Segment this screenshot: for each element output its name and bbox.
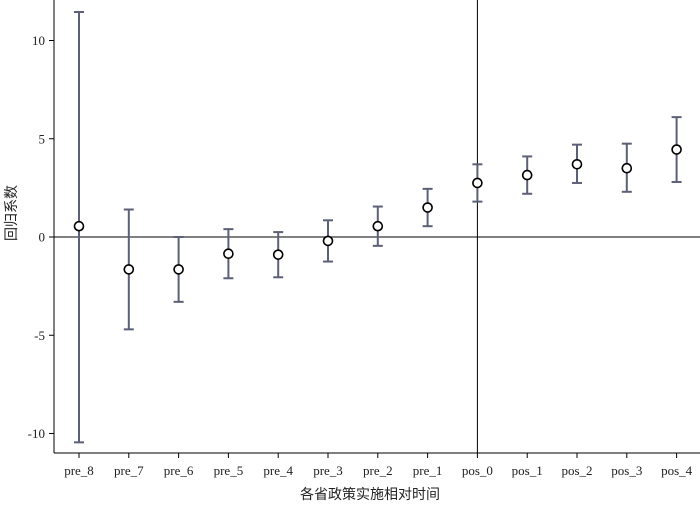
x-tick-label: pos_1	[512, 463, 543, 478]
point-estimate-marker	[571, 158, 583, 170]
point-estimate-marker	[422, 202, 433, 213]
point-estimate-marker	[472, 177, 483, 189]
point-estimate-marker	[272, 249, 284, 260]
point-estimate-marker	[123, 264, 135, 275]
x-tick-label: pre_3	[313, 463, 343, 478]
x-tick-label: pre_7	[114, 463, 144, 478]
y-tick-label: -5	[34, 328, 45, 343]
y-tick-label: 10	[32, 33, 45, 48]
x-tick-label: pre_6	[164, 463, 194, 478]
x-tick-label: pos_2	[561, 463, 592, 478]
point-estimate-marker	[372, 220, 384, 232]
x-tick-label: pos_0	[462, 463, 493, 478]
x-tick-label: pre_4	[263, 463, 293, 478]
y-tick-label: 5	[39, 131, 46, 146]
x-axis-title: 各省政策实施相对时间	[300, 486, 440, 503]
point-estimate-marker	[671, 144, 682, 155]
point-estimate-marker	[621, 162, 633, 174]
x-tick-label: pre_8	[64, 463, 94, 478]
y-axis-title: 回归系数	[3, 185, 20, 241]
axes	[53, 0, 700, 454]
x-tick-label: pos_3	[611, 463, 642, 478]
y-tick-label: -10	[28, 426, 45, 441]
x-tick-label: pre_2	[363, 463, 393, 478]
point-estimate-marker	[521, 169, 533, 181]
x-tick-label: pre_5	[214, 463, 244, 478]
point-estimate-marker	[223, 248, 234, 260]
x-tick-label: pos_4	[661, 463, 693, 478]
point-estimate-marker	[173, 264, 184, 275]
x-tick-label: pre_1	[413, 463, 443, 478]
y-axis-ticks: -10 -5 0 5 10	[28, 33, 54, 441]
point-estimate-marker	[73, 220, 85, 232]
point-estimate-marker	[322, 235, 334, 247]
point-estimates	[73, 144, 682, 275]
x-axis-ticks: pre_8 pre_7 pre_6 pre_5 pre_4 pre_3 pre_2 pre_1…	[64, 453, 693, 478]
y-tick-label: 0	[39, 230, 46, 245]
